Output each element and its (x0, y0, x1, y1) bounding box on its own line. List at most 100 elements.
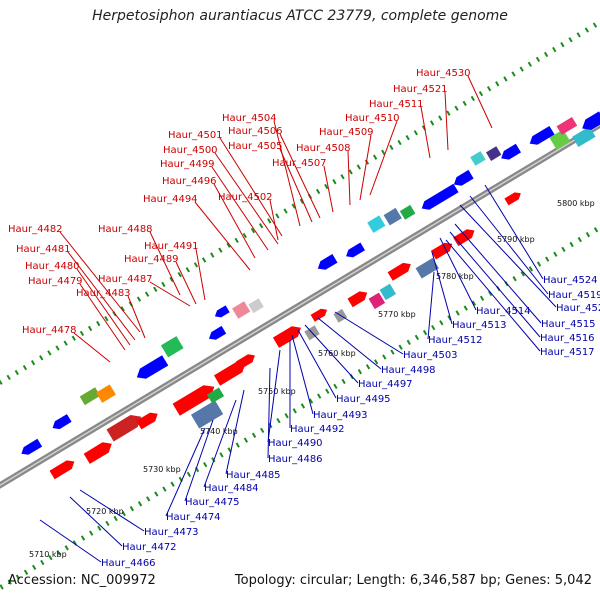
inner-tick-mark (471, 300, 477, 306)
plus-leader-line (211, 166, 269, 251)
outer-tick-mark (324, 183, 329, 190)
outer-tick-mark (454, 105, 459, 111)
plus-gene-label: Haur_4501 (168, 130, 223, 141)
plus-leader-line (359, 134, 372, 201)
plus-leader-line (273, 120, 301, 227)
gene-block (368, 292, 386, 310)
inner-tick-mark (186, 471, 192, 478)
minus-gene-label: Haur_4524 (543, 275, 598, 286)
gene-arrow (430, 242, 453, 260)
plus-leader-line (213, 183, 256, 259)
kbp-tick-label: 5710 kbp (29, 550, 67, 559)
inner-tick-mark (23, 569, 29, 575)
outer-tick-mark (446, 110, 451, 116)
kbp-tick-label: 5760 kbp (318, 349, 356, 358)
kbp-tick-label: 5730 kbp (143, 465, 181, 474)
plus-gene-label: Haur_4496 (162, 176, 217, 187)
plus-gene-label: Haur_4480 (25, 261, 80, 272)
outer-tick-mark (96, 320, 101, 327)
plus-gene-label: Haur_4511 (369, 99, 424, 110)
inner-tick-mark (357, 369, 363, 375)
minus-gene-label: Haur_4513 (452, 320, 507, 331)
gene-arrow (582, 111, 600, 130)
outer-tick-mark (535, 56, 541, 63)
plus-leader-line (347, 150, 351, 206)
inner-tick-mark (219, 452, 224, 458)
outer-tick-mark (592, 22, 598, 28)
plus-leader-line (149, 281, 191, 307)
minus-gene-label: Haur_4485 (226, 470, 281, 481)
inner-tick-mark (414, 334, 420, 341)
inner-tick-mark (545, 256, 550, 262)
inner-tick-mark (374, 359, 379, 365)
inner-tick-mark (56, 550, 61, 556)
outer-tick-mark (332, 179, 337, 185)
kbp-tick-label: 5780 kbp (436, 272, 474, 281)
minus-leader-line (39, 519, 102, 563)
inner-tick-mark (439, 320, 444, 326)
gene-block (191, 400, 224, 429)
minus-leader-line (334, 311, 404, 355)
outer-tick-mark (405, 134, 410, 141)
plus-gene-label: Haur_4491 (144, 241, 199, 252)
gene-arrow (317, 254, 338, 270)
gene-block (572, 126, 596, 147)
outer-tick-mark (462, 100, 467, 107)
inner-tick-mark (260, 427, 265, 434)
gene-block (367, 215, 386, 233)
inner-tick-mark (80, 535, 86, 541)
kbp-tick-label: 5740 kbp (200, 427, 238, 436)
minus-gene-label: Haur_4475 (185, 497, 240, 508)
inner-tick-mark (235, 442, 240, 448)
plus-leader-line (279, 148, 313, 223)
outer-tick-mark (348, 169, 353, 175)
gene-block (248, 298, 264, 314)
outer-tick-mark (372, 154, 378, 160)
outer-tick-mark (552, 46, 557, 53)
minus-gene-label: Haur_4484 (204, 483, 259, 494)
outer-tick-mark (486, 86, 492, 92)
genome-summary: Topology: circular; Length: 6,346,587 bp… (234, 573, 592, 588)
outer-tick-mark (397, 139, 402, 146)
plus-leader-line (76, 268, 131, 346)
gene-arrow (21, 438, 43, 455)
outer-tick-mark (0, 379, 3, 385)
plus-leader-line (149, 231, 181, 296)
outer-tick-mark (14, 369, 19, 376)
minus-leader-line (449, 231, 541, 338)
minus-leader-line (427, 271, 435, 340)
minus-leader-line (291, 334, 314, 415)
inner-tick-mark (129, 506, 135, 512)
gene-block (556, 117, 578, 135)
genome-backbone-highlight (0, 123, 600, 487)
outer-tick-mark (568, 37, 573, 43)
gene-block (399, 204, 416, 220)
plus-leader-line (127, 295, 146, 339)
gene-block (415, 257, 439, 279)
inner-tick-mark (300, 403, 306, 409)
plus-gene-label: Haur_4505 (228, 141, 283, 152)
plus-leader-line (323, 165, 334, 213)
minus-leader-line (297, 329, 337, 399)
minus-gene-label: Haur_4473 (144, 527, 199, 538)
map-title: Herpetosiphon aurantiacus ATCC 23779, co… (92, 8, 508, 24)
plus-leader-line (175, 261, 197, 305)
plus-leader-line (219, 137, 283, 237)
plus-gene-label: Haur_4499 (160, 159, 215, 170)
minus-leader-line (267, 349, 281, 443)
gene-arrow (52, 414, 72, 430)
plus-leader-line (195, 248, 206, 301)
inner-tick-mark (488, 290, 493, 297)
gene-arrow (272, 326, 301, 348)
outer-tick-mark (429, 120, 435, 126)
outer-tick-mark (258, 223, 264, 229)
minus-leader-line (69, 496, 123, 547)
plus-leader-line (194, 201, 251, 271)
gene-arrow (214, 305, 230, 318)
minus-gene-label: Haur_4493 (313, 410, 368, 421)
gene-block (383, 207, 402, 226)
gene-block (470, 151, 486, 166)
outer-tick-mark (6, 374, 11, 381)
gene-arrow (453, 229, 475, 247)
